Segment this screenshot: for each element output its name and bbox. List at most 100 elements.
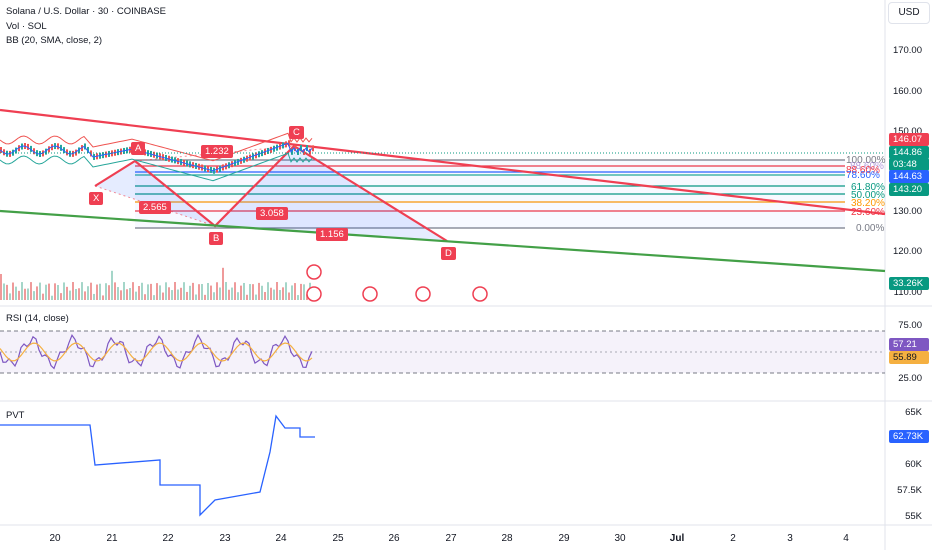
volume-bar bbox=[75, 288, 77, 300]
economic-event-icon bbox=[306, 264, 322, 280]
volume-bar bbox=[123, 282, 125, 300]
fib-label-786: 78.60% bbox=[846, 170, 880, 181]
rsi-legend[interactable]: RSI (14, close) bbox=[6, 313, 69, 324]
volume-bar bbox=[303, 284, 305, 300]
volume-bar bbox=[114, 282, 116, 300]
fib-label-overlap: 88.60% bbox=[850, 161, 884, 172]
time-tick: 3 bbox=[787, 533, 793, 544]
volume-legend[interactable]: Vol · SOL bbox=[6, 21, 47, 32]
volume-bar bbox=[54, 283, 56, 300]
volume-bar bbox=[225, 282, 227, 300]
pvt-line bbox=[0, 414, 315, 517]
last-price-tag: 144.86 bbox=[889, 146, 929, 159]
volume-bar bbox=[189, 285, 191, 300]
pattern-point-a[interactable]: A bbox=[131, 142, 146, 155]
time-tick: 23 bbox=[219, 533, 231, 544]
volume-bar bbox=[36, 286, 38, 300]
fib-label-382: 38.20% bbox=[851, 198, 885, 209]
volume-bar bbox=[219, 287, 221, 300]
volume-bar bbox=[231, 287, 233, 300]
price-tick: 150.00 bbox=[892, 126, 922, 137]
volume-bar bbox=[249, 284, 251, 300]
pattern-point-b[interactable]: B bbox=[209, 232, 224, 245]
price-candle bbox=[33, 148, 35, 155]
volume-bar bbox=[192, 282, 194, 300]
volume-bar bbox=[9, 293, 11, 300]
volume-bar bbox=[210, 285, 212, 300]
volume-bar bbox=[150, 283, 152, 300]
volume-bar bbox=[51, 295, 53, 300]
pvt-tick: 60K bbox=[905, 459, 922, 470]
price-tick: 170.00 bbox=[892, 45, 922, 56]
volume-bar bbox=[45, 284, 47, 300]
economic-event-icon bbox=[306, 286, 322, 302]
volume-bar bbox=[27, 288, 29, 300]
volume-bar bbox=[282, 287, 284, 300]
ratio-label-bcd[interactable]: 3.058 bbox=[256, 207, 288, 220]
volume-bar bbox=[162, 292, 164, 300]
volume-bar bbox=[168, 287, 170, 300]
price-candle bbox=[297, 148, 299, 155]
ratio-label-xad[interactable]: 1.156 bbox=[316, 228, 348, 241]
time-tick: 2 bbox=[730, 533, 736, 544]
volume-bar bbox=[0, 274, 2, 300]
volume-bar bbox=[141, 282, 143, 300]
volume-bar bbox=[177, 289, 179, 300]
volume-bar bbox=[132, 282, 134, 300]
volume-bar bbox=[66, 286, 68, 300]
price-tick: 120.00 bbox=[892, 246, 922, 257]
volume-bar bbox=[207, 282, 209, 300]
volume-bar bbox=[288, 292, 290, 300]
volume-bar bbox=[228, 289, 230, 300]
pvt-legend[interactable]: PVT bbox=[6, 410, 25, 421]
time-tick: 30 bbox=[614, 533, 626, 544]
time-tick: 26 bbox=[388, 533, 400, 544]
volume-bar bbox=[57, 285, 59, 300]
volume-bar bbox=[195, 294, 197, 300]
price-candle bbox=[294, 145, 296, 152]
time-tick: 29 bbox=[558, 533, 570, 544]
volume-bar bbox=[186, 291, 188, 300]
pvt-tick: 55K bbox=[905, 511, 922, 522]
price-candle bbox=[84, 143, 86, 150]
volume-bar bbox=[273, 289, 275, 300]
price-candle bbox=[300, 145, 302, 152]
pattern-point-x[interactable]: X bbox=[89, 192, 104, 205]
volume-bar bbox=[21, 282, 23, 300]
pattern-xab-fill bbox=[95, 161, 215, 226]
volume-bar bbox=[297, 295, 299, 300]
volume-bar bbox=[33, 291, 35, 300]
fib-label-236: 23.60% bbox=[851, 207, 885, 218]
volume-bar bbox=[267, 282, 269, 300]
volume-bar bbox=[96, 284, 98, 300]
volume-bar bbox=[24, 288, 26, 300]
fib-label-0: 0.00% bbox=[856, 223, 885, 234]
volume-bar bbox=[105, 283, 107, 300]
volume-bar bbox=[120, 290, 122, 300]
bollinger-legend[interactable]: BB (20, SMA, close, 2) bbox=[6, 35, 103, 46]
price-candle bbox=[309, 148, 311, 155]
bb-basis-tag: 144.63 bbox=[889, 170, 929, 183]
volume-bar bbox=[117, 287, 119, 300]
volume-bar bbox=[81, 282, 83, 300]
volume-bar bbox=[39, 282, 41, 300]
pattern-point-d[interactable]: D bbox=[441, 247, 456, 260]
ratio-label-abc[interactable]: 1.232 bbox=[201, 145, 233, 158]
ratio-label-xab[interactable]: 2.565 bbox=[139, 201, 171, 214]
price-candle bbox=[78, 147, 80, 154]
price-candle bbox=[27, 143, 29, 150]
volume-bar bbox=[243, 282, 245, 300]
symbol-legend[interactable]: Solana / U.S. Dollar · 30 · COINBASE bbox=[6, 6, 166, 17]
bb-upper-band bbox=[0, 132, 313, 162]
volume-bar bbox=[93, 293, 95, 300]
time-tick: 21 bbox=[106, 533, 118, 544]
pattern-point-c[interactable]: C bbox=[289, 126, 304, 139]
volume-bar bbox=[252, 284, 254, 300]
volume-bar bbox=[279, 290, 281, 300]
volume-bar bbox=[72, 282, 74, 300]
time-tick: 20 bbox=[49, 533, 61, 544]
volume-bar bbox=[180, 287, 182, 300]
rsi-ma-line bbox=[0, 342, 313, 362]
currency-button[interactable]: USD bbox=[888, 2, 930, 24]
